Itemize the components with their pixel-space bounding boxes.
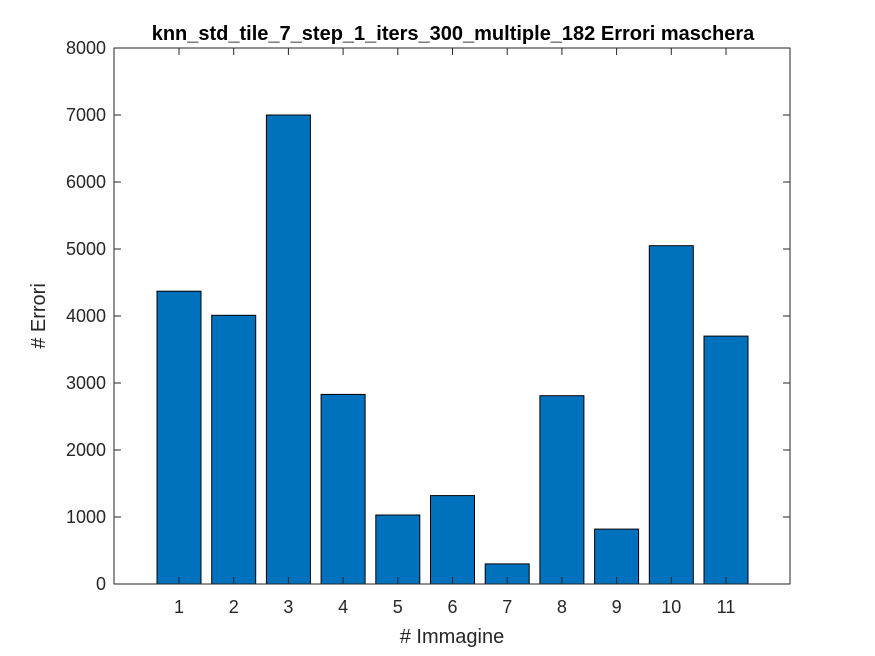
y-tick-label: 5000 — [66, 239, 106, 259]
y-tick-label: 4000 — [66, 306, 106, 326]
x-tick-label: 10 — [661, 597, 681, 617]
chart-title: knn_std_tile_7_step_1_iters_300_multiple… — [152, 23, 755, 45]
bar-2 — [211, 314, 257, 585]
x-tick-label: 9 — [612, 597, 622, 617]
x-tick-label: 1 — [174, 597, 184, 617]
y-tick-label: 3000 — [66, 373, 106, 393]
x-tick-label: 2 — [229, 597, 239, 617]
x-tick-label: 4 — [338, 597, 348, 617]
y-tick-label: 0 — [96, 574, 106, 594]
x-axis-label: # Immagine — [400, 626, 505, 648]
y-tick-label: 1000 — [66, 507, 106, 527]
y-tick-label: 6000 — [66, 172, 106, 192]
bar-4 — [320, 393, 366, 585]
x-tick-label: 7 — [502, 597, 512, 617]
y-axis: 0 1000 2000 3000 4000 5000 6000 7000 8000 — [66, 38, 790, 594]
x-axis: 1 2 3 4 5 6 7 8 9 10 11 — [174, 48, 735, 617]
x-tick-label: 11 — [717, 597, 736, 617]
x-tick-label: 5 — [393, 597, 403, 617]
bar-11 — [703, 335, 749, 585]
bar-3 — [265, 114, 311, 585]
x-tick-label: 8 — [557, 597, 567, 617]
bars-group — [156, 114, 749, 585]
bar-5 — [375, 514, 421, 585]
bar-10 — [648, 245, 694, 585]
y-tick-label: 7000 — [66, 105, 106, 125]
bar-9 — [594, 528, 640, 585]
y-tick-label: 2000 — [66, 440, 106, 460]
bar-6 — [430, 495, 475, 585]
x-tick-label: 3 — [283, 597, 293, 617]
y-tick-label: 8000 — [66, 38, 106, 58]
x-tick-label: 6 — [447, 597, 457, 617]
bar-8 — [539, 395, 585, 585]
bar-1 — [156, 290, 202, 585]
y-axis-label: # Errori — [28, 283, 50, 349]
